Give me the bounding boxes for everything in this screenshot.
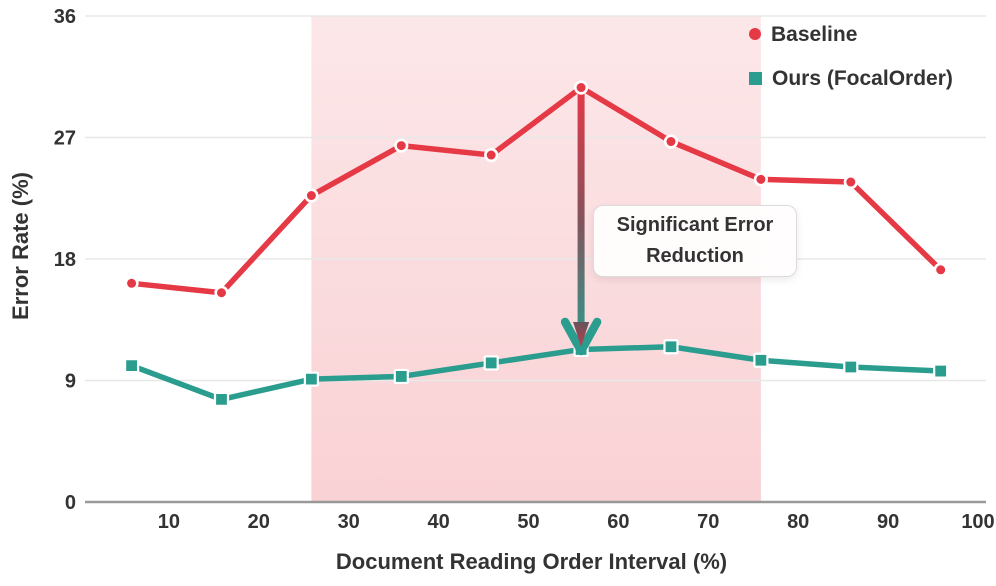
x-tick-label-40: 40 [427,511,449,533]
reduction-arrow-head-core-icon [573,322,590,347]
x-tick-label-60: 60 [607,511,629,533]
point-ours-7 [753,352,769,368]
point-baseline-3 [394,138,409,153]
legend-label-ours: Ours (FocalOrder) [772,66,953,90]
y-tick-label-27: 27 [54,128,76,150]
x-tick-label-10: 10 [158,511,180,533]
point-baseline-7 [753,172,768,187]
x-tick-label-80: 80 [787,511,809,533]
reduction-arrow-head-icon [560,317,602,356]
y-tick-label-18: 18 [54,249,76,271]
point-ours-2 [303,371,319,387]
y-axis-title: Error Rate (%) [8,172,33,320]
point-baseline-6 [663,134,679,149]
point-baseline-2 [304,188,319,203]
point-baseline-9 [933,262,948,277]
point-baseline-8 [843,174,858,190]
x-tick-label-90: 90 [877,511,899,533]
baseline-circle-marker-icon [749,28,761,40]
ours-square-marker-icon [749,71,762,85]
point-ours-9 [933,363,949,379]
x-tick-label-50: 50 [517,511,539,533]
point-ours-0 [123,358,140,374]
point-baseline-4 [484,147,499,163]
series-line-ours [128,344,944,403]
point-baseline-0 [124,276,139,291]
legend-label-baseline: Baseline [771,22,858,46]
point-ours-1 [213,391,230,407]
legend-item-baseline: Baseline [749,22,953,46]
x-axis-title: Document Reading Order Interval (%) [335,549,728,574]
y-tick-label-9: 9 [65,371,76,393]
point-ours-4 [483,355,499,371]
point-ours-8 [843,359,859,375]
point-baseline-5 [573,80,589,95]
point-ours-3 [393,368,409,385]
y-tick-label-36: 36 [54,6,76,28]
annotation-significant-error-reduction: Significant Error Reduction [593,205,797,277]
series-line-baseline [128,84,944,296]
y-tick-label-0: 0 [65,492,76,514]
legend: Baseline Ours (FocalOrder) [749,22,953,110]
x-tick-label-70: 70 [697,511,719,533]
point-ours-6 [663,339,679,355]
x-tick-label-30: 30 [338,511,360,533]
point-baseline-1 [214,285,229,300]
annotation-text: Significant Error Reduction [616,214,774,267]
x-tick-label-20: 20 [248,511,270,533]
legend-item-ours: Ours (FocalOrder) [749,66,953,90]
x-tick-label-100: 100 [961,511,994,533]
